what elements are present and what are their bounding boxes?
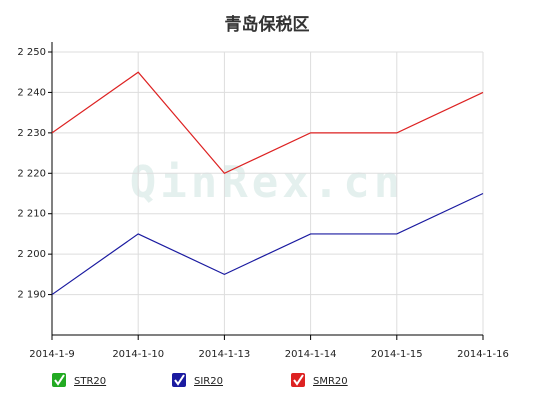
check-mark — [293, 374, 304, 386]
y-tick-label: 2 190 — [17, 290, 46, 301]
x-tick-label: 2014-1-13 — [199, 349, 251, 360]
legend-label: SIR20 — [194, 376, 223, 387]
watermark: QinRex.cn — [130, 157, 404, 208]
y-tick-label: 2 210 — [17, 209, 46, 220]
x-tick-label: 2014-1-10 — [112, 349, 164, 360]
y-tick-label: 2 250 — [17, 47, 46, 58]
y-tick-label: 2 230 — [17, 128, 46, 139]
series-line — [51, 192, 484, 296]
legend-item[interactable]: SMR20 — [291, 373, 348, 387]
series-line — [51, 71, 484, 175]
x-tick-label: 2014-1-16 — [457, 349, 509, 360]
chart-title: 青岛保税区 — [225, 14, 310, 35]
x-tick-label: 2014-1-14 — [285, 349, 337, 360]
y-tick-label: 2 220 — [17, 168, 46, 179]
y-tick-label: 2 200 — [17, 249, 46, 260]
x-tick-label: 2014-1-9 — [29, 349, 74, 360]
legend-label: STR20 — [74, 376, 106, 387]
legend-item[interactable]: SIR20 — [172, 373, 223, 387]
check-mark — [54, 374, 65, 386]
check-mark — [174, 374, 185, 386]
legend-item[interactable]: STR20 — [52, 373, 106, 387]
legend-label: SMR20 — [313, 376, 348, 387]
x-tick-label: 2014-1-15 — [371, 349, 423, 360]
y-tick-label: 2 240 — [17, 87, 46, 98]
